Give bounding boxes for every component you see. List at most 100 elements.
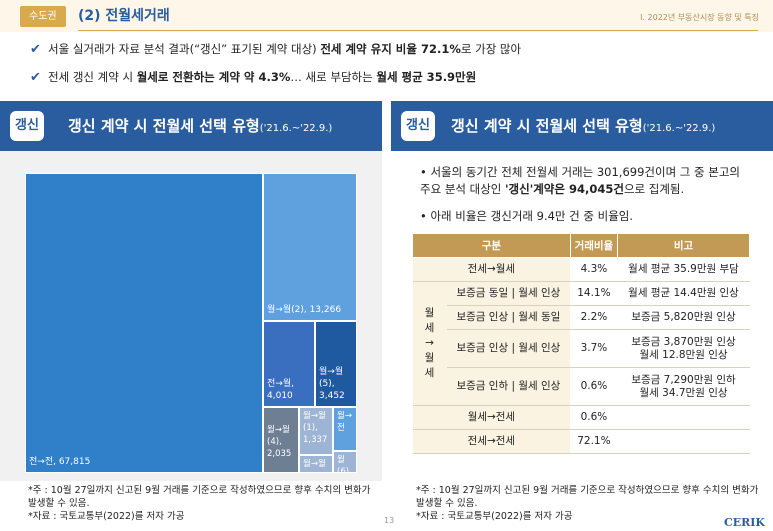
treemap-label: 월(6) — [337, 455, 350, 473]
treemap-label: 전→월, 4,010 — [267, 379, 294, 401]
renewal-badge: 갱신 — [401, 111, 435, 141]
treemap-cell: 월→전 — [333, 407, 357, 451]
treemap-label: 월→월(4), 2,035 — [267, 425, 292, 459]
footnote-right-note: *주 : 10월 27일까지 신고된 9월 거래를 기준으로 작성하였으므로 향… — [416, 485, 759, 509]
right-bullet-1-bold: '갱신'계약은 94,045건 — [505, 182, 624, 196]
treemap-cell: 월→월(5), 3,452 — [315, 321, 357, 407]
table-row: 월세 → 월세 보증금 동일 | 월세 인상 14.1% 월세 평균 14.4만… — [412, 281, 750, 406]
treemap-label: 월→월(1), 1,337 — [303, 411, 328, 445]
row-type: 전세→월세 — [412, 257, 571, 282]
banner-left: 갱신 갱신 계약 시 전월세 선택 유형('21.6.~'22.9.) — [0, 101, 382, 151]
bullet-2-bold2: 월세 평균 35.9만원 — [376, 70, 477, 84]
row-note: 보증금 5,820만원 인상 — [617, 305, 750, 330]
summary-bullet-2: ✔ 전세 갱신 계약 시 월세로 전환하는 계약 약 4.3%… 새로 부담하는 … — [30, 69, 476, 86]
table-row: 월세→전세 0.6% — [412, 405, 750, 430]
row-ratio: 2.2% — [570, 305, 618, 330]
row-ratio: 4.3% — [570, 257, 618, 282]
row-ratio: 14.1% — [570, 281, 618, 306]
table-row: 전세→월세 4.3% 월세 평균 35.9만원 부담 — [412, 257, 750, 282]
footnote-left-note: *주 : 10월 27일까지 신고된 9월 거래를 기준으로 작성하였으므로 향… — [28, 485, 371, 509]
footnote-left-source: *자료 : 국토교통부(2022)를 저자 가공 — [28, 511, 185, 522]
row-note: 보증금 3,870만원 인상 월세 12.8만원 인상 — [617, 329, 750, 368]
group-label-text: 월세 → 월세 — [424, 307, 435, 379]
treemap-label: 월→월(2), 13,266 — [267, 305, 342, 315]
banner-left-title: 갱신 계약 시 전월세 선택 유형('21.6.~'22.9.) — [68, 115, 332, 136]
right-bullet-1-post: 으로 집계됨. — [623, 182, 685, 196]
row-note-line2: 월세 34.7만원 인상 — [639, 386, 728, 399]
banner-left-title-text: 갱신 계약 시 전월세 선택 유형 — [68, 117, 260, 135]
footnote-left: *주 : 10월 27일까지 신고된 9월 거래를 기준으로 작성하였으므로 향… — [28, 484, 378, 523]
treemap-label: 월→월(5), 3,452 — [319, 367, 345, 401]
footnote-right-source: *자료 : 국토교통부(2022)를 저자 가공 — [416, 511, 573, 522]
row-note: 보증금 7,290만원 인하 월세 34.7만원 인상 — [617, 367, 750, 406]
table-row: 보증금 인상 | 월세 동일 2.2% 보증금 5,820만원 인상 — [413, 305, 750, 330]
row-note — [617, 429, 750, 454]
right-bullet-2-text: 아래 비율은 갱신거래 9.4만 건 중 비율임. — [430, 209, 634, 223]
row-type: 보증금 동일 | 월세 인상 — [446, 281, 571, 306]
row-ratio: 0.6% — [570, 405, 618, 430]
top-header: 수도권 (2) 전월세거래 Ⅰ. 2022년 부동산시장 동향 및 특징 — [0, 0, 773, 32]
row-ratio: 72.1% — [570, 429, 618, 454]
header-type: 구분 — [412, 233, 571, 258]
row-note-line1: 보증금 3,870만원 인상 — [631, 335, 736, 348]
right-bullet-1-text: 서울의 동기간 전체 전월세 거래는 301,699건이며 그 중 본고의 주요… — [420, 165, 741, 196]
banner-right-date: ('21.6.~'22.9.) — [642, 123, 716, 134]
treemap-cell: 월→월(4), 2,035 — [263, 407, 299, 473]
check-icon: ✔ — [30, 42, 41, 57]
treemap-cell: 월→월(2), 13,266 — [263, 173, 357, 321]
bullet-2-mid: … 새로 부담하는 — [290, 70, 377, 84]
table-row: 보증금 인하 | 월세 인상 0.6% 보증금 7,290만원 인하 월세 34.… — [413, 367, 750, 406]
treemap-label: 월→전 — [337, 411, 352, 433]
row-ratio: 3.7% — [570, 329, 618, 368]
footnote-right: *주 : 10월 27일까지 신고된 9월 거래를 기준으로 작성하였으므로 향… — [416, 484, 766, 523]
row-note — [617, 405, 750, 430]
treemap-cell: 전→전, 67,815 — [25, 173, 263, 473]
row-note: 월세 평균 14.4만원 인상 — [617, 281, 750, 306]
bullet-1-post: 로 가장 많아 — [460, 42, 522, 56]
ratio-table: 구분 거래비율 비고 전세→월세 4.3% 월세 평균 35.9만원 부담 월세… — [412, 233, 750, 454]
treemap-label: 전→전, 67,815 — [29, 457, 91, 467]
row-type: 전세→전세 — [412, 429, 571, 454]
treemap-cell: 월(6) — [333, 451, 357, 473]
bullet-1-text: 서울 실거래가 자료 분석 결과(“갱신” 표기된 계약 대상) — [48, 42, 321, 56]
right-bullet-1: • 서울의 동기간 전체 전월세 거래는 301,699건이며 그 중 본고의 … — [420, 165, 741, 196]
header-divider — [78, 30, 758, 31]
row-type: 보증금 인하 | 월세 인상 — [446, 367, 571, 406]
bullet-1-bold: 전세 계약 유지 비율 72.1% — [320, 42, 461, 56]
row-note-line1: 보증금 7,290만원 인하 — [631, 373, 736, 386]
table-header-row: 구분 거래비율 비고 — [412, 233, 750, 258]
table-row: 보증금 인상 | 월세 인상 3.7% 보증금 3,870만원 인상 월세 12.… — [413, 329, 750, 368]
row-note: 월세 평균 35.9만원 부담 — [617, 257, 750, 282]
banner-right: 갱신 갱신 계약 시 전월세 선택 유형('21.6.~'22.9.) — [391, 101, 773, 151]
banner-right-title: 갱신 계약 시 전월세 선택 유형('21.6.~'22.9.) — [451, 115, 715, 136]
right-bullet-2: • 아래 비율은 갱신거래 9.4만 건 중 비율임. — [420, 209, 634, 223]
row-note-line2: 월세 12.8만원 인상 — [639, 348, 728, 361]
chapter-label: Ⅰ. 2022년 부동산시장 동향 및 특징 — [640, 13, 759, 22]
cerik-logo: CERIK — [724, 516, 765, 529]
banner-left-date: ('21.6.~'22.9.) — [259, 123, 333, 134]
section-title: (2) 전월세거래 — [78, 8, 170, 24]
check-icon: ✔ — [30, 70, 41, 85]
row-type: 보증금 인상 | 월세 동일 — [446, 305, 571, 330]
bullet-2-text: 전세 갱신 계약 시 — [48, 70, 137, 84]
treemap-cell: 월→월 — [299, 455, 333, 473]
renewal-badge: 갱신 — [10, 111, 44, 141]
treemap-label: 월→월 — [303, 459, 326, 469]
table-row: 전세→전세 72.1% — [412, 429, 750, 454]
row-ratio: 0.6% — [570, 367, 618, 406]
treemap-chart: 전→전, 67,815 월→월(2), 13,266 전→월, 4,010 월→월(5… — [25, 173, 357, 473]
header-ratio: 거래비율 — [569, 233, 619, 258]
summary-bullet-1: ✔ 서울 실거래가 자료 분석 결과(“갱신” 표기된 계약 대상) 전세 계약 … — [30, 41, 521, 58]
row-type: 보증금 인상 | 월세 인상 — [446, 329, 571, 368]
treemap-cell: 전→월, 4,010 — [263, 321, 315, 407]
bullet-2-bold: 월세로 전환하는 계약 약 4.3% — [136, 70, 291, 84]
group-label: 월세 → 월세 — [412, 281, 447, 406]
region-tag: 수도권 — [20, 6, 66, 27]
row-type: 월세→전세 — [412, 405, 571, 430]
banner-right-title-text: 갱신 계약 시 전월세 선택 유형 — [451, 117, 643, 135]
header-note: 비고 — [617, 233, 750, 258]
treemap-cell: 월→월(1), 1,337 — [299, 407, 333, 455]
page-number: 13 — [384, 516, 395, 525]
treemap-panel: 전→전, 67,815 월→월(2), 13,266 전→월, 4,010 월→월(5… — [0, 151, 382, 481]
